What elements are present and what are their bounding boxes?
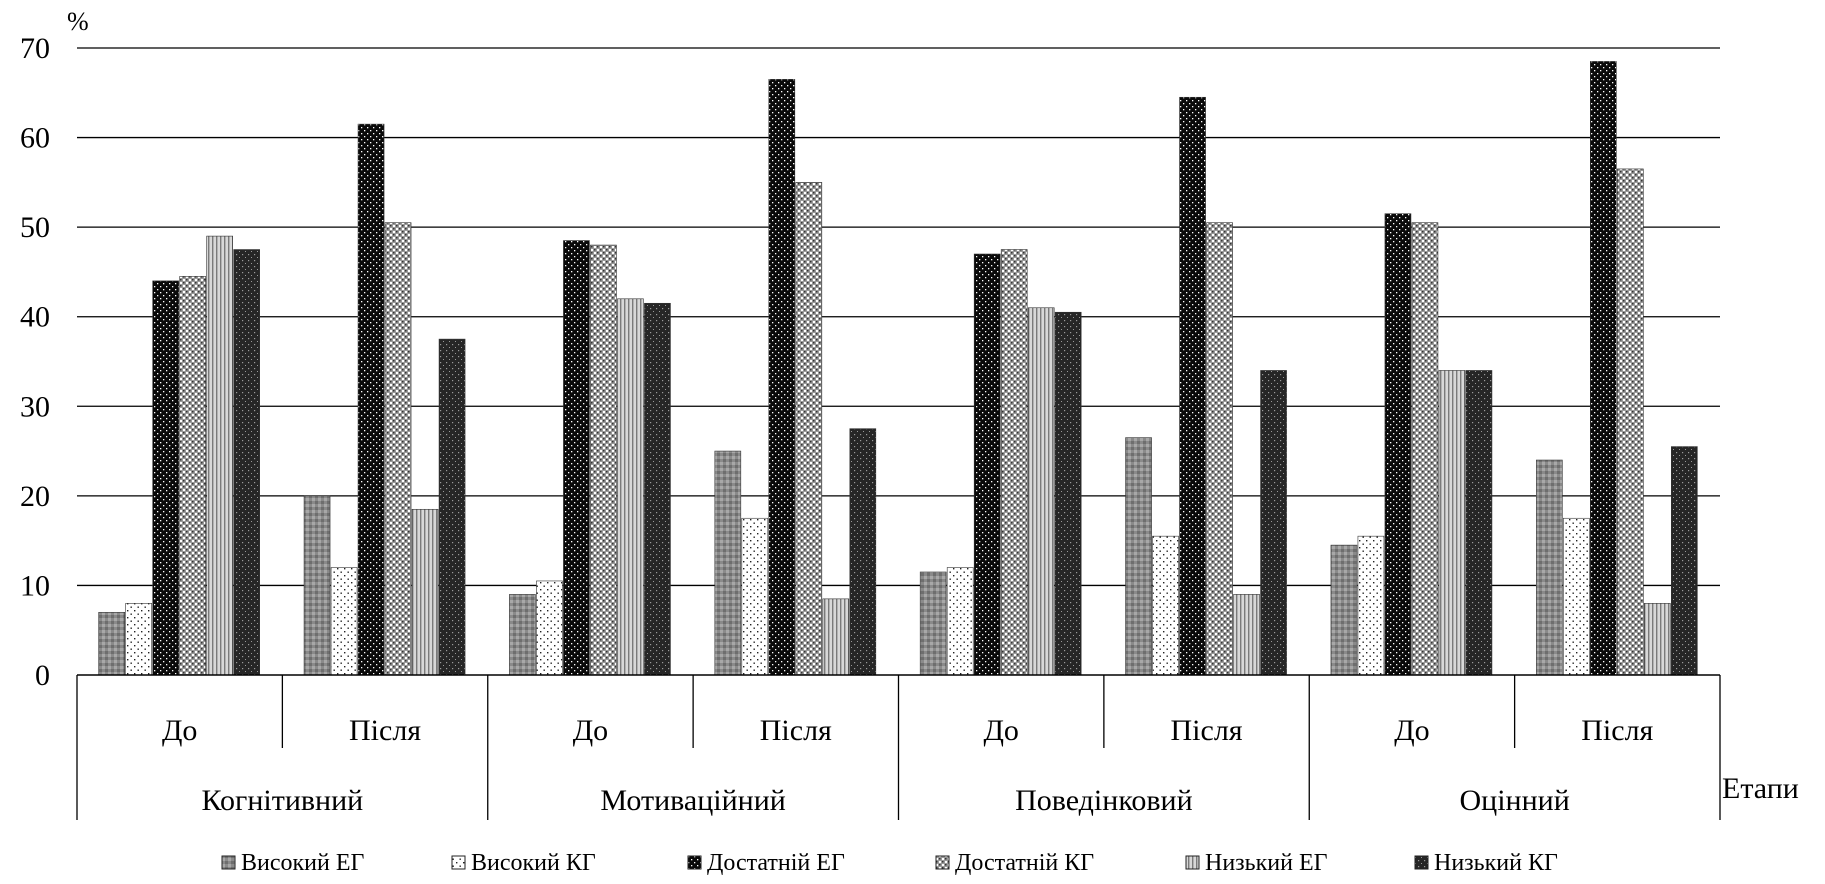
bar (822, 598, 850, 676)
bar (1152, 535, 1179, 676)
bar (919, 571, 947, 676)
legend-swatch (687, 855, 702, 870)
bar (384, 222, 412, 676)
y-tick-label: 60 (20, 122, 50, 155)
bar (1000, 249, 1028, 676)
bar (1330, 544, 1358, 676)
legend-swatch (1414, 855, 1429, 870)
bar (849, 428, 877, 676)
legend-swatch (1185, 855, 1200, 870)
bar (1054, 311, 1082, 676)
y-tick-label: 20 (20, 480, 50, 513)
stage-label: Після (1581, 714, 1653, 747)
bar (438, 338, 466, 676)
legend-label: Низький КГ (1434, 850, 1558, 876)
bar (1644, 603, 1671, 676)
group-label: Поведінковий (1015, 784, 1193, 817)
bar (741, 517, 769, 676)
group-label: Оцінний (1459, 784, 1569, 817)
bar (946, 567, 974, 676)
bar (1590, 61, 1617, 676)
legend-label: Достатній ЕГ (707, 850, 845, 876)
legend-swatch (221, 855, 236, 870)
gridlines (77, 47, 1720, 587)
bar (536, 580, 563, 676)
bar (1563, 517, 1590, 676)
bar (509, 594, 536, 676)
bar (206, 235, 233, 676)
legend-label: Низький ЕГ (1205, 850, 1328, 876)
bar (1438, 370, 1466, 676)
bar (98, 611, 125, 676)
stage-label: Після (760, 714, 832, 747)
y-tick-label: 40 (20, 301, 50, 334)
legend-swatch (451, 855, 466, 870)
legend-label: Високий ЕГ (241, 850, 365, 876)
bar (411, 508, 439, 676)
bar (152, 280, 179, 676)
legend-swatch (935, 855, 950, 870)
y-axis-ticks: 0 10 20 30 40 50 60 70 (20, 32, 50, 692)
bar (1233, 594, 1260, 676)
bar (1357, 535, 1385, 676)
bar (768, 79, 796, 676)
bar (1384, 213, 1412, 676)
stage-label: Після (349, 714, 421, 747)
bar (973, 253, 1001, 676)
bar (714, 450, 742, 676)
bar (125, 603, 152, 676)
y-tick-label: 70 (20, 32, 50, 65)
bar (1411, 222, 1439, 676)
y-tick-label: 0 (35, 659, 50, 692)
bar (563, 240, 590, 676)
bar (590, 244, 617, 676)
x-axis: До Після До Після До Після До Після Когнітивний М… (76, 674, 1721, 820)
y-tick-label: 30 (20, 390, 50, 423)
bar (644, 302, 671, 676)
y-tick-label: 10 (20, 569, 50, 602)
bar (1465, 370, 1493, 676)
legend: Високий ЕГ Високий КГ Достатній ЕГ Достатні… (221, 850, 1558, 876)
legend-label: Високий КГ (471, 850, 596, 876)
stage-label: До (983, 714, 1018, 747)
bar (617, 298, 644, 676)
bar (1179, 96, 1206, 676)
stage-label: До (1394, 714, 1429, 747)
bar (303, 495, 331, 676)
bar (357, 123, 385, 676)
bar (795, 182, 823, 676)
bars (98, 61, 1698, 676)
group-label: Когнітивний (202, 784, 364, 817)
bar (1260, 370, 1287, 676)
bar (1206, 222, 1233, 676)
bar (233, 249, 260, 676)
bar (1671, 446, 1698, 676)
bar (1125, 437, 1152, 676)
x-axis-label: Етапи (1722, 772, 1799, 805)
bar (179, 276, 206, 676)
stage-label: Після (1171, 714, 1243, 747)
bar (1536, 459, 1563, 676)
stage-label: До (162, 714, 197, 747)
bar (1617, 168, 1644, 676)
bar (1027, 307, 1055, 676)
y-axis-label: % (67, 7, 89, 36)
stage-label: До (573, 714, 608, 747)
y-tick-label: 50 (20, 211, 50, 244)
group-label: Мотиваційний (600, 784, 785, 817)
legend-label: Достатній КГ (955, 850, 1094, 876)
bar (330, 567, 358, 676)
